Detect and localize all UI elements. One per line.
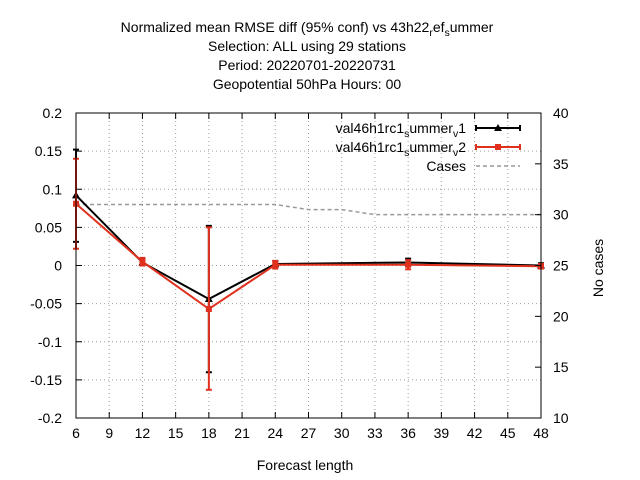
y-tick-label: 0.05 (35, 219, 62, 235)
y-tick-label: 0.1 (43, 181, 63, 197)
x-tick-label: 21 (234, 425, 250, 441)
x-tick-label: 12 (135, 425, 151, 441)
y-tick-label: 0.2 (43, 105, 63, 121)
x-tick-label: 9 (105, 425, 113, 441)
y-tick-label: -0.05 (30, 296, 62, 312)
x-tick-label: 27 (301, 425, 317, 441)
axes: 6 9 12 15 18 21 24 27 30 33 36 39 42 45 48 -0.2 -0.15 -0.… (30, 105, 569, 441)
cases-series (76, 203, 541, 216)
data-point (405, 261, 412, 268)
series-2 (73, 157, 544, 391)
x-tick-label: 48 (533, 425, 549, 441)
x-tick-label: 6 (72, 425, 80, 441)
y-tick-label: 0.15 (35, 143, 62, 159)
y-tick-label: -0.1 (38, 334, 62, 350)
title-line: Normalized mean RMSE diff (95% conf) vs … (121, 19, 494, 39)
series-line (75, 202, 542, 311)
x-axis-label: Forecast length (257, 457, 354, 473)
x-tick-label: 24 (267, 425, 283, 441)
series-group (72, 148, 545, 391)
legend-marker (494, 124, 502, 131)
title-line: Selection: ALL using 29 stations (208, 38, 406, 54)
data-point (139, 258, 146, 265)
data-point (272, 261, 279, 268)
x-tick-label: 33 (367, 425, 383, 441)
legend: val46h1rc1summerv1val46h1rc1summerv2Case… (336, 120, 521, 174)
title-line: Geopotential 50hPa Hours: 00 (213, 76, 402, 92)
x-tick-label: 30 (334, 425, 350, 441)
y2-axis-label: No cases (590, 239, 606, 297)
chart-title: Normalized mean RMSE diff (95% conf) vs … (121, 19, 494, 92)
title-line: Period: 20220701-20220731 (218, 57, 396, 73)
y2-tick-label: 35 (553, 156, 569, 172)
data-point (205, 305, 212, 312)
legend-label: val46h1rc1summerv2 (336, 139, 467, 159)
x-tick-label: 39 (434, 425, 450, 441)
legend-label: Cases (426, 158, 466, 174)
y-tick-label: -0.2 (38, 410, 62, 426)
y2-tick-label: 10 (553, 410, 569, 426)
x-tick-label: 42 (467, 425, 483, 441)
cases-line (76, 203, 541, 216)
x-tick-label: 36 (400, 425, 416, 441)
y-tick-label: 0 (54, 258, 62, 274)
x-tick-label: 45 (500, 425, 516, 441)
y2-tick-label: 25 (553, 258, 569, 274)
y2-tick-label: 30 (553, 207, 569, 223)
legend-label: val46h1rc1summerv1 (336, 120, 467, 140)
series-line (75, 194, 542, 301)
y2-tick-label: 40 (553, 105, 569, 121)
x-tick-label: 15 (168, 425, 184, 441)
x-tick-label: 18 (201, 425, 217, 441)
legend-marker (495, 144, 501, 150)
y2-tick-label: 20 (553, 308, 569, 324)
y2-tick-label: 15 (553, 359, 569, 375)
y-tick-label: -0.15 (30, 372, 62, 388)
